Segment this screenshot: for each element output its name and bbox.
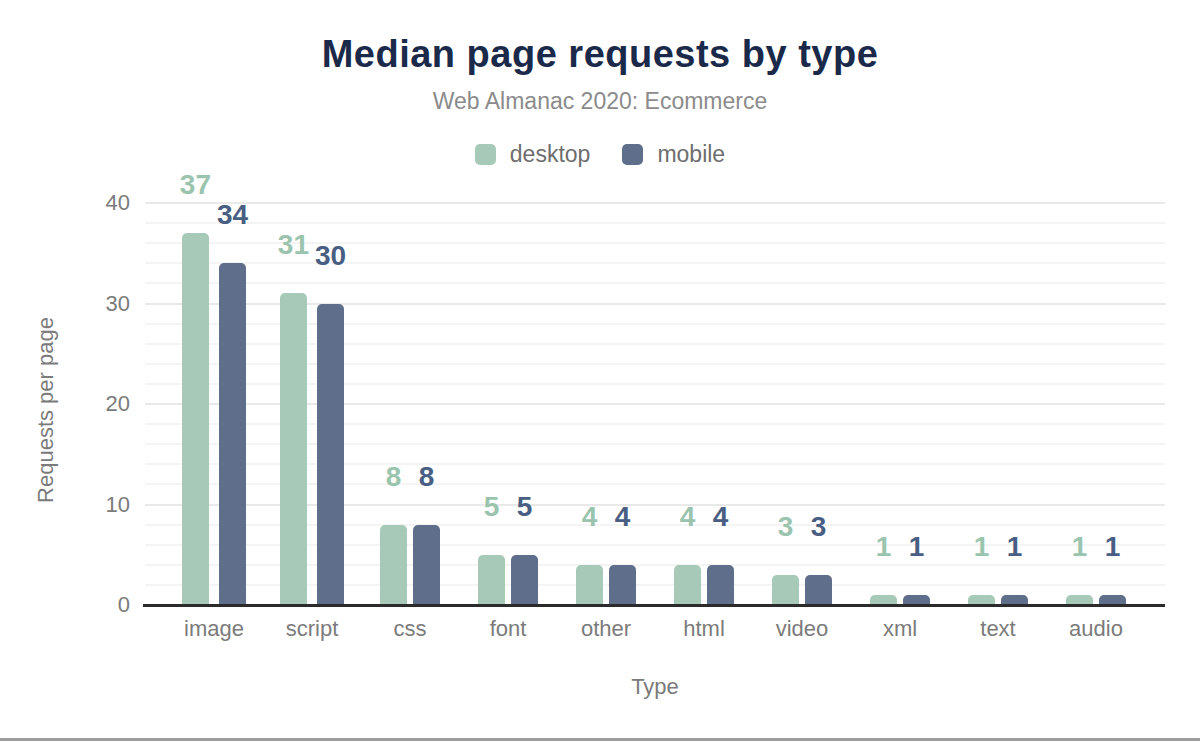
data-label-desktop: 37 — [180, 171, 211, 199]
bar-mobile-css — [413, 525, 440, 605]
category-label-xml: xml — [851, 616, 949, 642]
data-label-desktop: 3 — [778, 513, 794, 541]
bar-column-desktop: 5 — [478, 493, 505, 605]
data-label-mobile: 1 — [1105, 533, 1121, 561]
bar-desktop-css — [380, 525, 407, 605]
bar-column-mobile: 30 — [315, 242, 346, 606]
bar-mobile-video — [805, 575, 832, 605]
category-label-text: text — [949, 616, 1047, 642]
bar-column-desktop: 4 — [576, 503, 603, 605]
chart-container: Median page requests by type Web Almanac… — [0, 0, 1200, 742]
x-axis-title: Type — [145, 674, 1165, 700]
data-label-desktop: 31 — [278, 231, 309, 259]
legend-item-mobile: mobile — [622, 141, 725, 168]
data-label-desktop: 1 — [876, 533, 892, 561]
category-label-video: video — [753, 616, 851, 642]
bar-column-mobile: 8 — [413, 463, 440, 605]
y-tick-label: 40 — [0, 190, 130, 216]
data-label-desktop: 5 — [484, 493, 500, 521]
legend: desktop mobile — [0, 141, 1200, 168]
chart-subtitle: Web Almanac 2020: Ecommerce — [0, 88, 1200, 115]
category-label-script: script — [263, 616, 361, 642]
bar-mobile-other — [609, 565, 636, 605]
bar-desktop-image — [182, 233, 209, 605]
category-row: imagescriptcssfontotherhtmlvideoxmltexta… — [145, 616, 1165, 642]
chart-title: Median page requests by type — [0, 33, 1200, 76]
bar-desktop-font — [478, 555, 505, 605]
category-label-html: html — [655, 616, 753, 642]
data-label-mobile: 1 — [1007, 533, 1023, 561]
bar-group-html: 44 — [655, 503, 753, 605]
bar-desktop-html — [674, 565, 701, 605]
bar-group-font: 55 — [459, 493, 557, 605]
category-label-css: css — [361, 616, 459, 642]
y-tick-label: 10 — [0, 492, 130, 518]
bar-column-desktop: 4 — [674, 503, 701, 605]
data-label-mobile: 1 — [909, 533, 925, 561]
footer-divider — [0, 738, 1200, 741]
bar-desktop-other — [576, 565, 603, 605]
bar-group-text: 11 — [949, 533, 1047, 605]
data-label-desktop: 8 — [386, 463, 402, 491]
category-label-font: font — [459, 616, 557, 642]
x-axis-line — [143, 604, 1165, 607]
bar-column-mobile: 4 — [707, 503, 734, 605]
bar-group-xml: 11 — [851, 533, 949, 605]
bar-column-desktop: 31 — [278, 231, 309, 605]
data-label-desktop: 4 — [680, 503, 696, 531]
bar-column-mobile: 34 — [217, 201, 248, 605]
bar-column-mobile: 5 — [511, 493, 538, 605]
bar-column-mobile: 1 — [903, 533, 930, 605]
bar-mobile-script — [317, 304, 344, 606]
legend-swatch-mobile — [622, 144, 643, 165]
bar-group-image: 3734 — [165, 171, 263, 605]
bar-group-video: 33 — [753, 513, 851, 605]
data-label-mobile: 8 — [419, 463, 435, 491]
data-label-mobile: 30 — [315, 242, 346, 270]
category-label-image: image — [165, 616, 263, 642]
bar-column-mobile: 3 — [805, 513, 832, 605]
bar-group-script: 3130 — [263, 231, 361, 605]
data-label-mobile: 5 — [517, 493, 533, 521]
bar-column-desktop: 8 — [380, 463, 407, 605]
bar-column-desktop: 3 — [772, 513, 799, 605]
bar-group-css: 88 — [361, 463, 459, 605]
bar-column-desktop: 1 — [870, 533, 897, 605]
bar-desktop-script — [280, 293, 307, 605]
bar-column-desktop: 1 — [1066, 533, 1093, 605]
legend-swatch-desktop — [475, 144, 496, 165]
bar-column-desktop: 37 — [180, 171, 211, 605]
bar-mobile-font — [511, 555, 538, 605]
bar-column-desktop: 1 — [968, 533, 995, 605]
bar-column-mobile: 1 — [1001, 533, 1028, 605]
y-tick-label: 0 — [0, 592, 130, 618]
data-label-desktop: 1 — [974, 533, 990, 561]
legend-item-desktop: desktop — [475, 141, 591, 168]
bar-column-mobile: 4 — [609, 503, 636, 605]
bar-mobile-html — [707, 565, 734, 605]
bars-row: 373431308855444433111111 — [145, 203, 1165, 605]
data-label-desktop: 1 — [1072, 533, 1088, 561]
data-label-mobile: 4 — [713, 503, 729, 531]
data-label-mobile: 4 — [615, 503, 631, 531]
data-label-mobile: 3 — [811, 513, 827, 541]
category-label-audio: audio — [1047, 616, 1145, 642]
y-tick-label: 30 — [0, 291, 130, 317]
bar-desktop-video — [772, 575, 799, 605]
data-label-mobile: 34 — [217, 201, 248, 229]
y-axis-ticks: 010203040 — [0, 203, 130, 605]
legend-label: desktop — [510, 141, 591, 168]
bar-group-other: 44 — [557, 503, 655, 605]
y-tick-label: 20 — [0, 391, 130, 417]
data-label-desktop: 4 — [582, 503, 598, 531]
bar-group-audio: 11 — [1047, 533, 1145, 605]
legend-label: mobile — [657, 141, 725, 168]
category-label-other: other — [557, 616, 655, 642]
bar-mobile-image — [219, 263, 246, 605]
plot-area: 373431308855444433111111 — [145, 203, 1165, 605]
bar-column-mobile: 1 — [1099, 533, 1126, 605]
